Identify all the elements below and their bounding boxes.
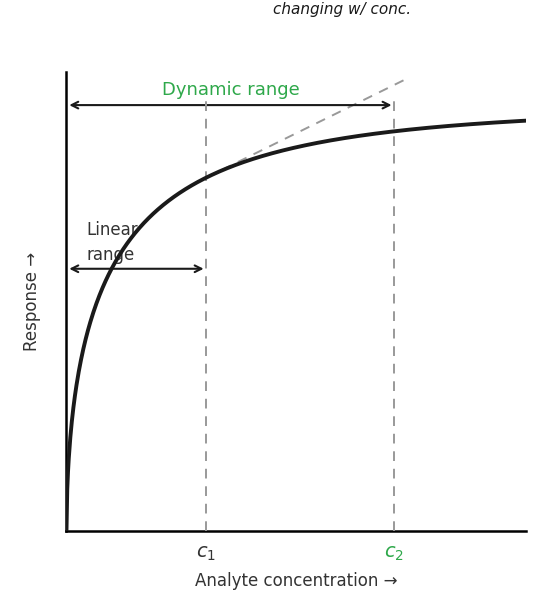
Text: changing w/ conc.: changing w/ conc. xyxy=(273,2,412,17)
Text: $c_2$: $c_2$ xyxy=(384,544,404,563)
Text: Analyte concentration →: Analyte concentration → xyxy=(195,572,398,590)
Text: Linear
range: Linear range xyxy=(86,221,138,264)
Text: $c_1$: $c_1$ xyxy=(196,544,217,563)
Text: Response →: Response → xyxy=(23,252,41,351)
Text: Dynamic range: Dynamic range xyxy=(162,81,299,98)
